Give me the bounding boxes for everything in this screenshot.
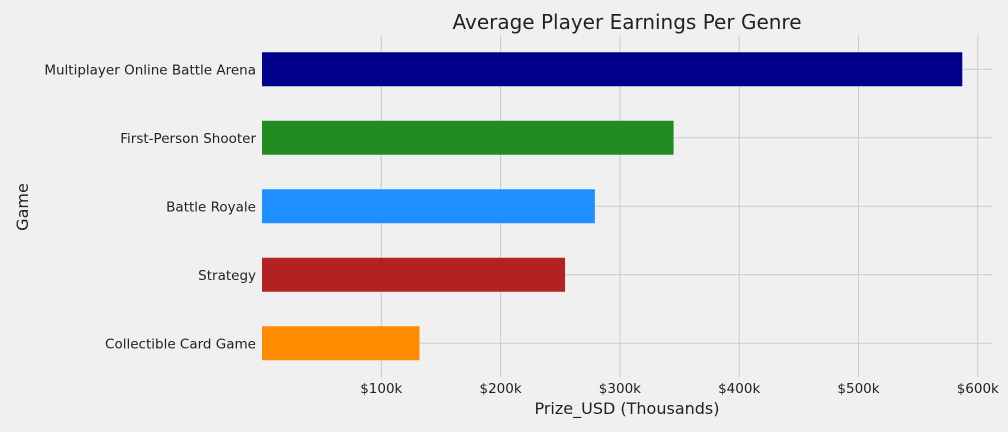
y-tick-label: Battle Royale	[166, 199, 256, 215]
bar-strategy	[262, 257, 566, 292]
bars-layer	[262, 52, 963, 361]
y-tick-label: Strategy	[198, 268, 256, 284]
y-axis-label: Game	[13, 183, 32, 231]
x-tick-label: $600k	[957, 381, 999, 397]
x-axis-label: Prize_USD (Thousands)	[534, 399, 719, 419]
x-tick-label: $400k	[718, 381, 760, 397]
x-tick-label: $100k	[360, 381, 402, 397]
bar-battle-royale	[262, 189, 595, 224]
y-tick-label: Multiplayer Online Battle Arena	[44, 62, 256, 78]
x-tick-label: $500k	[837, 381, 879, 397]
chart-title: Average Player Earnings Per Genre	[452, 10, 801, 34]
bar-multiplayer-online-battle-arena	[262, 52, 963, 87]
y-tick-label: Collectible Card Game	[105, 336, 256, 352]
bar-first-person-shooter	[262, 120, 674, 155]
x-tick-label: $300k	[599, 381, 641, 397]
bar-collectible-card-game	[262, 326, 420, 361]
x-tick-label: $200k	[480, 381, 522, 397]
tick-labels: $100k $200k $300k $400k $500k $600k Collectibl…	[44, 62, 999, 397]
y-tick-label: First-Person Shooter	[120, 131, 256, 147]
